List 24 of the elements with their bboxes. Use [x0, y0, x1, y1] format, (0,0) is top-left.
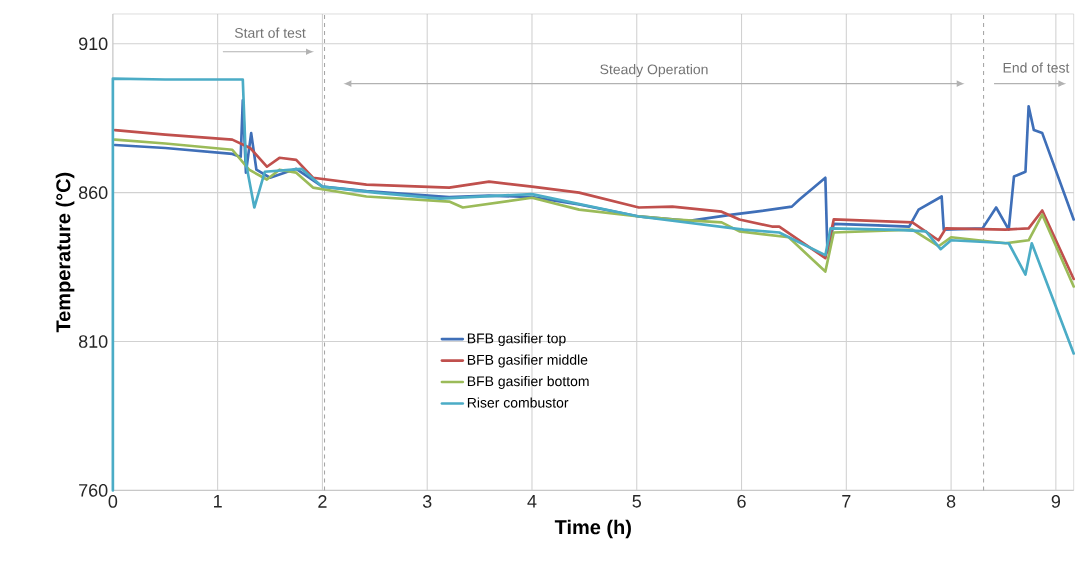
x-axis-title: Time (h)	[554, 519, 631, 539]
legend-label: BFB gasifier top	[467, 332, 566, 346]
x-tick-label: 5	[632, 494, 642, 508]
line-series	[111, 77, 1075, 492]
annotation: Start of test	[234, 27, 306, 38]
y-axis-title: Temperature (°C)	[55, 172, 75, 333]
legend-label: BFB gasifier middle	[467, 354, 588, 368]
x-tick-label: 9	[1051, 494, 1061, 508]
x-tick-label: 7	[842, 494, 851, 508]
y-tick-label: 910	[79, 37, 108, 50]
annotation: Steady Operation	[600, 63, 708, 77]
x-tick-label: 1	[214, 494, 222, 508]
x-tick-label: 4	[527, 494, 537, 508]
legend-label: BFB gasifier bottom	[467, 375, 589, 389]
x-tick-label: 3	[422, 494, 432, 508]
x-tick-label: 8	[946, 494, 956, 508]
y-tick-label: 760	[79, 483, 108, 497]
x-tick-label: 6	[737, 494, 746, 508]
y-tick-label: 860	[78, 186, 108, 199]
x-tick-label: 0	[108, 494, 118, 508]
y-tick-label: 810	[78, 335, 108, 348]
annotation: End of test	[1003, 62, 1070, 73]
legend-label: Riser combustor	[467, 397, 569, 408]
x-tick-label: 2	[318, 494, 327, 508]
